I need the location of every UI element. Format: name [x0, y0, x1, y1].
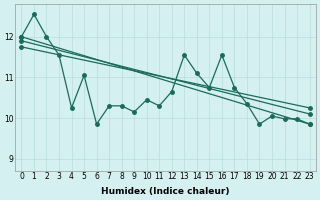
X-axis label: Humidex (Indice chaleur): Humidex (Indice chaleur): [101, 187, 230, 196]
